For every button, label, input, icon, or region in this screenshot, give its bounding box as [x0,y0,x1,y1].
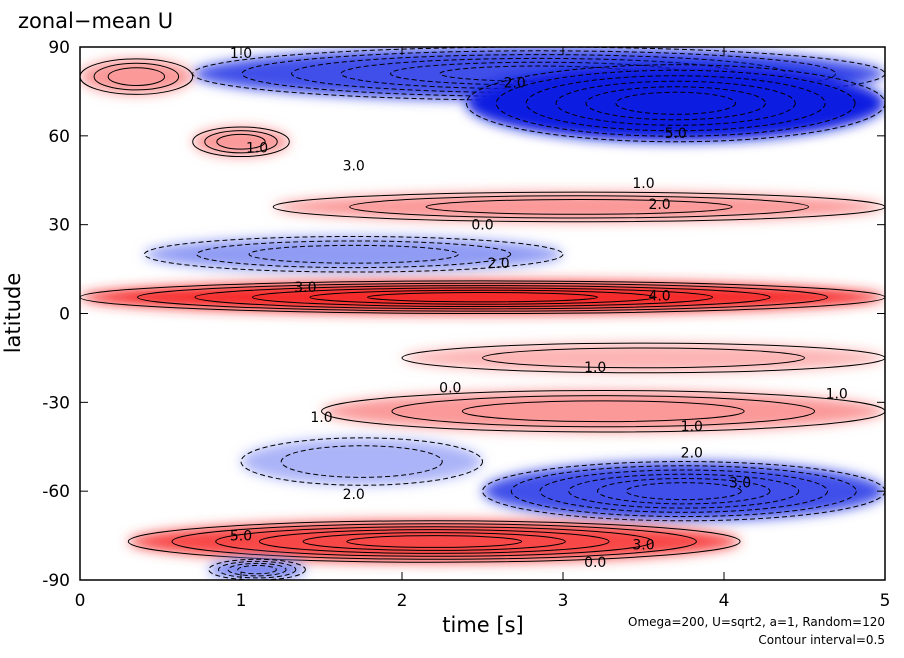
contour-line [237,564,277,575]
contour-line [525,75,826,132]
contour-label: 5.0 [230,529,252,545]
contour-label: 1.0 [632,176,654,192]
x-axis-label: time [s] [442,613,523,637]
contour-line [302,532,566,551]
contour-line [625,482,742,501]
contour-line [217,560,297,579]
contour-label: 1.0 [681,419,703,435]
y-tick-label: -60 [42,482,70,502]
y-tick-label: 30 [48,216,70,236]
contour-line [127,520,741,563]
y-tick-label: 0 [59,305,70,325]
contour-line [252,287,713,308]
contour-line [107,67,166,86]
contour-label: 3.0 [729,475,751,491]
contour-line [495,69,856,137]
contour-label: 2.0 [504,76,526,92]
contour-line [258,529,610,554]
field-region [192,126,290,157]
note: Omega=200, U=sqrt2, a=1, Random=120 [628,615,885,629]
x-tick-label: 3 [558,591,569,611]
y-axis-label: latitude [1,273,25,354]
field-region [241,437,483,486]
contour-label: 0.0 [471,218,493,234]
contour-line [143,236,564,273]
chart-title: zonal−mean U [18,9,173,33]
contour-line [597,477,771,505]
contour-label: 1.0 [826,386,848,402]
contour-label: 2.0 [681,446,703,462]
contour-line [539,469,828,513]
contour-line [215,526,654,557]
contour-line [280,445,443,478]
field-region [402,343,885,373]
contour-line [80,280,885,314]
contour-line [367,292,598,303]
x-tick-label: 4 [719,591,730,611]
contour-line [465,64,885,143]
contour-line [510,465,857,518]
contour-line [555,80,796,126]
contour-line [93,62,180,91]
contour-line [227,562,287,577]
x-tick-label: 2 [397,591,408,611]
contour-line [248,244,459,264]
x-tick-label: 0 [75,591,86,611]
axes: 0 1 2 3 4 5 -90 -60 -30 0 30 60 90 [42,38,890,611]
contour-line [204,130,278,154]
y-tick-label: 90 [48,38,70,58]
contour-line [216,133,266,150]
contour-line [425,198,733,215]
contour-label: 3.0 [294,280,316,296]
contour-line [196,240,512,269]
contour-line [568,473,800,509]
note: Contour interval=0.5 [758,633,885,647]
field-region [80,58,193,95]
contour-label: 1.0 [584,360,606,376]
contour-line [192,126,290,158]
x-tick-label: 1 [236,591,247,611]
contour-label: 3.0 [343,158,365,174]
contour-line [309,289,656,305]
contour-label: 5.0 [665,126,687,142]
contour-line [346,535,523,548]
contour-label: 3.0 [632,537,654,553]
contour-label: 4.0 [648,289,670,305]
contour-label: 2.0 [343,487,365,503]
y-tick-label: -30 [42,393,70,413]
contour-line [349,195,810,219]
field-region [273,192,885,222]
contour-line [321,389,885,433]
contour-label: 1.0 [246,141,268,157]
contour-line [585,86,766,121]
contour-line [401,342,885,374]
contour-label: 2.0 [648,197,670,213]
contour-line [461,400,745,423]
contour-line [391,395,816,428]
contour-label: 0.0 [584,555,606,571]
contour-line [615,91,737,115]
contour-line [171,523,697,560]
field-region [144,236,563,273]
contour-label: 1.0 [310,410,332,426]
contour-label: 0.0 [439,381,461,397]
contour-line [137,282,828,312]
x-tick-label: 5 [880,591,891,611]
y-tick-label: -90 [42,571,70,591]
field-region [321,390,885,432]
field: 1.0 2.0 1.0 3.0 5.0 0.0 1.0 2.0 2.0 3.0 4.0 1.0 0.0 1… [80,47,885,580]
contour-label: 2.0 [487,256,509,272]
contour-line [240,437,483,486]
y-tick-label: 60 [48,127,70,147]
contour-line [482,347,805,369]
contour-line [194,285,771,310]
field-region [208,559,306,580]
